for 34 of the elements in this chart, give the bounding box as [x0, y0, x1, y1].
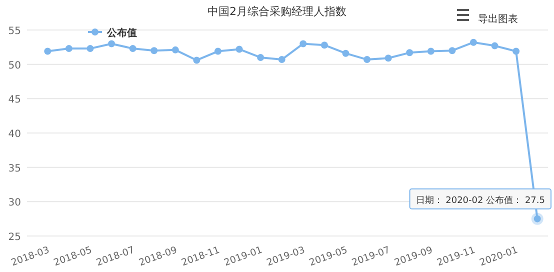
- point: [364, 56, 371, 64]
- point: [44, 48, 52, 55]
- point: [320, 42, 328, 49]
- point: [491, 42, 498, 50]
- annotation: 日期： 2020-02 公布值： 27.5: [416, 194, 545, 206]
- point: [470, 38, 477, 46]
- point: [384, 54, 392, 62]
- point: [86, 45, 94, 52]
- point: [108, 40, 116, 48]
- point: [300, 40, 307, 48]
- point: [512, 48, 520, 55]
- y-tick-label: 35: [8, 163, 21, 174]
- point: [193, 56, 200, 64]
- point: [427, 48, 434, 55]
- y-tick-label: 55: [8, 26, 21, 37]
- point: [65, 45, 72, 52]
- point: [257, 54, 264, 61]
- y-tick-label: 50: [8, 60, 21, 72]
- point: [214, 48, 222, 55]
- point: [406, 49, 414, 56]
- y-tick-label: 30: [8, 198, 21, 209]
- point: [448, 47, 456, 54]
- y-tick-label: 25: [8, 232, 21, 243]
- point: [129, 45, 136, 52]
- point: [342, 50, 350, 57]
- point: [150, 47, 158, 54]
- text: 导出图表: [478, 13, 518, 25]
- point: [236, 46, 243, 53]
- y-tick-label: 40: [8, 129, 21, 140]
- point: [172, 46, 179, 54]
- chart-title: 中国2月综合采购经理人指数: [208, 5, 346, 18]
- point: [278, 56, 286, 64]
- y-tick-label: 45: [8, 94, 21, 106]
- legend-label: 公布值: [106, 27, 137, 39]
